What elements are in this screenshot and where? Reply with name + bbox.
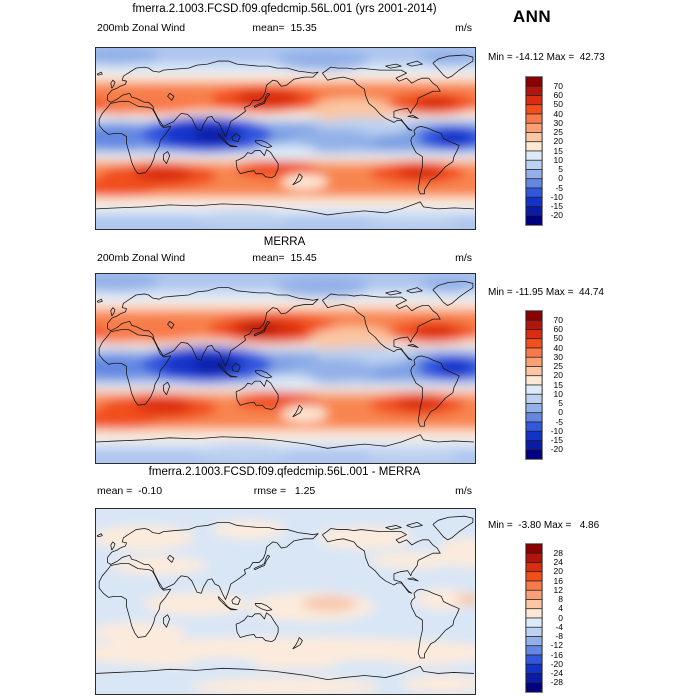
colorbar-tick-label: 60 — [553, 90, 563, 100]
map0-canvas — [96, 48, 475, 229]
colorbar-tick-label: -15 — [550, 201, 563, 211]
colorbar-tick-label: -16 — [550, 649, 563, 660]
colorbar-tick-label: 40 — [553, 342, 563, 353]
colorbar-tick-label: 15 — [553, 379, 563, 390]
panel3-title: fmerra.2.1003.FCSD.f09.qfedcmip.56L.001 … — [148, 466, 421, 478]
colorbar-tick-label: -20 — [550, 444, 563, 455]
colorbar-tick-label: -20 — [550, 658, 563, 669]
season-label: ANN — [512, 7, 552, 26]
colorbar-tick-label: 5 — [558, 164, 563, 174]
colorbar-tick-label: -10 — [550, 425, 563, 436]
panel3-units-label: m/s — [455, 485, 472, 497]
cb1-scale — [525, 310, 543, 460]
colorbar-tick-label: 70 — [553, 80, 563, 91]
colorbar-tick-label: 10 — [553, 388, 563, 399]
colorbar-tick-label: -4 — [555, 621, 563, 632]
colorbar-tick-label: -8 — [555, 631, 563, 641]
colorbar-tick-label: 70 — [553, 314, 563, 325]
map-difference — [95, 508, 476, 695]
map2-canvas — [96, 509, 475, 694]
colorbar-tick-label: 25 — [553, 127, 563, 137]
colorbar-merra: 70 60 50 40 30 25 20 15 10 5 0 -5 -10 -15 -20 — [525, 310, 587, 462]
panel2-subtitle-row: 200mb Zonal Wind mean= 15.45 m/s — [95, 252, 474, 266]
panel2-title: MERRA — [263, 236, 306, 248]
map1-canvas — [96, 274, 475, 463]
colorbar-tick-label: -12 — [550, 640, 563, 651]
panel3-subtitle-row: mean = -0.10 rmse = 1.25 m/s — [95, 485, 474, 499]
colorbar-tick-label: -20 — [550, 210, 563, 221]
colorbar-tick-label: 28 — [553, 547, 563, 558]
panel1-units-label: m/s — [455, 22, 472, 34]
colorbar-tick-label: -10 — [550, 191, 563, 202]
panel3-rmse-label: rmse = 1.25 — [253, 485, 316, 497]
colorbar-tick-label: 40 — [553, 108, 563, 119]
colorbar-tick-label: 0 — [558, 612, 563, 623]
panel2-minmax-label: Min = -11.95 Max = 44.74 — [488, 287, 604, 298]
colorbar-tick-label: 12 — [553, 584, 563, 595]
colorbar-model: 70 60 50 40 30 25 20 15 10 5 0 -5 -10 -15 -20 — [525, 76, 587, 228]
panel2-field-label: 200mb Zonal Wind — [97, 252, 186, 264]
panel2-units-label: m/s — [455, 252, 472, 264]
map-merra — [95, 273, 476, 464]
colorbar-tick-label: 16 — [553, 575, 563, 586]
panel3-mean-label: mean = -0.10 — [97, 485, 163, 497]
map-model — [95, 47, 476, 230]
cb2-scale — [525, 543, 543, 693]
panel1-subtitle-row: 200mb Zonal Wind mean= 15.35 m/s — [95, 22, 474, 36]
colorbar-tick-label: -15 — [550, 435, 563, 445]
colorbar-tick-label: 5 — [558, 398, 563, 408]
colorbar-tick-label: -28 — [550, 677, 563, 688]
colorbar-tick-label: 24 — [553, 557, 563, 567]
colorbar-tick-label: 30 — [553, 117, 563, 128]
colorbar-tick-label: -5 — [555, 416, 563, 427]
colorbar-tick-label: 60 — [553, 324, 563, 334]
colorbar-difference: 28 24 20 16 12 8 4 0 -4 -8 -12 -16 -20 -24 -28 — [525, 543, 587, 695]
colorbar-tick-label: 50 — [553, 99, 563, 110]
colorbar-tick-label: 20 — [553, 370, 563, 381]
colorbar-tick-label: 25 — [553, 361, 563, 371]
colorbar-tick-label: 0 — [558, 407, 563, 418]
panel1-field-label: 200mb Zonal Wind — [97, 22, 186, 34]
colorbar-tick-label: 10 — [553, 154, 563, 165]
panel1-mean-label: mean= 15.35 — [252, 22, 317, 34]
colorbar-tick-label: 20 — [553, 566, 563, 577]
panel1-minmax-label: Min = -14.12 Max = 42.73 — [488, 52, 605, 63]
colorbar-tick-label: -5 — [555, 182, 563, 193]
colorbar-tick-label: 0 — [558, 173, 563, 184]
panel3-minmax-label: Min = -3.80 Max = 4.86 — [488, 520, 600, 531]
colorbar-tick-label: 4 — [558, 603, 563, 614]
colorbar-tick-label: 15 — [553, 145, 563, 156]
colorbar-tick-label: -24 — [550, 668, 563, 678]
panel1-title: fmerra.2.1003.FCSD.f09.qfedcmip.56L.001 … — [132, 3, 437, 15]
colorbar-tick-label: 50 — [553, 333, 563, 344]
colorbar-tick-label: 8 — [558, 594, 563, 604]
cb0-scale — [525, 76, 543, 226]
panel2-mean-label: mean= 15.45 — [252, 252, 317, 264]
colorbar-tick-label: 20 — [553, 136, 563, 147]
colorbar-tick-label: 30 — [553, 351, 563, 362]
